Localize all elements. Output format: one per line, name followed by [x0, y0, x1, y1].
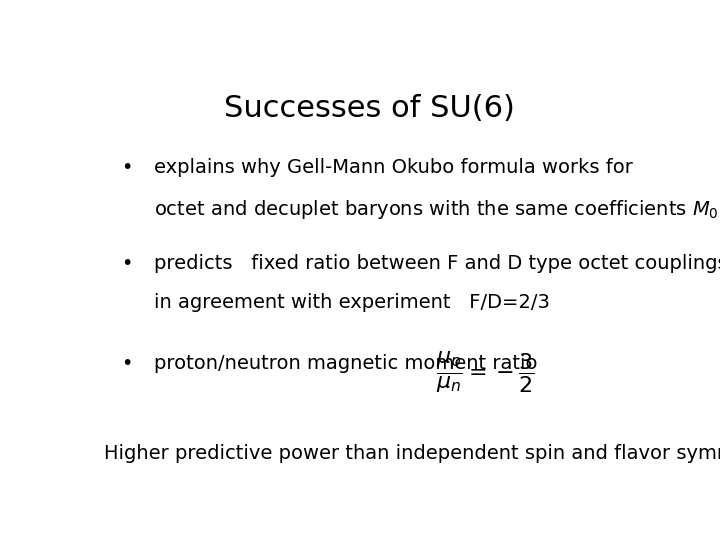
Text: Higher predictive power than independent spin and flavor symmetries: Higher predictive power than independent… — [104, 444, 720, 463]
Text: Successes of SU(6): Successes of SU(6) — [224, 94, 514, 123]
Text: •: • — [121, 254, 132, 273]
Text: predicts   fixed ratio between F and D type octet couplings: predicts fixed ratio between F and D typ… — [154, 254, 720, 273]
Text: •: • — [121, 354, 132, 373]
Text: in agreement with experiment   F/D=2/3: in agreement with experiment F/D=2/3 — [154, 293, 550, 313]
Text: proton/neutron magnetic moment ratio: proton/neutron magnetic moment ratio — [154, 354, 538, 373]
Text: explains why Gell-Mann Okubo formula works for: explains why Gell-Mann Okubo formula wor… — [154, 158, 633, 177]
Text: $\dfrac{\mu_p}{\mu_n} = -\dfrac{3}{2}$: $\dfrac{\mu_p}{\mu_n} = -\dfrac{3}{2}$ — [436, 349, 534, 395]
Text: octet and decuplet baryons with the same coefficients $M_0$, $M_1$, $M_2$: octet and decuplet baryons with the same… — [154, 198, 720, 221]
Text: •: • — [121, 158, 132, 177]
